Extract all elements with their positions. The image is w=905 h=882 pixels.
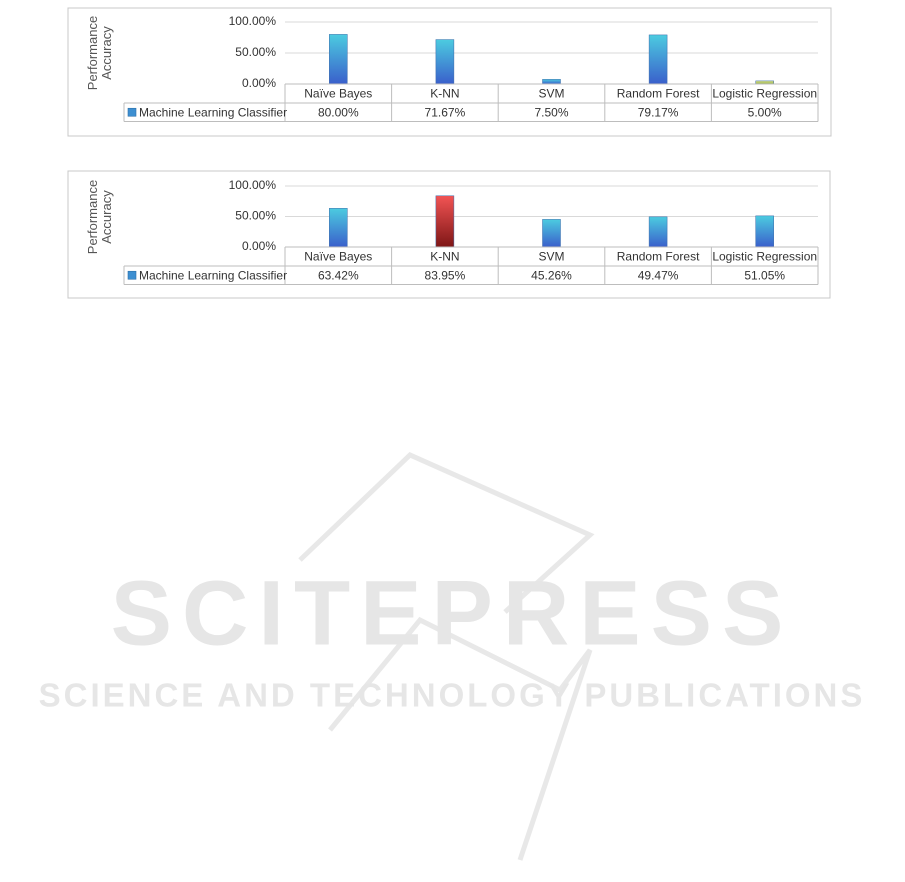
watermark-title: SCITEPRESS	[111, 562, 794, 664]
x-tick-label: Logistic Regression	[712, 86, 817, 100]
x-tick-label: SVM	[538, 86, 564, 100]
bar	[435, 39, 455, 85]
y-axis-label: Performance Accuracy	[85, 15, 114, 91]
y-tick-label: 50.00%	[235, 209, 276, 223]
watermark-subtitle: SCIENCE AND TECHNOLOGY PUBLICATIONS	[39, 677, 866, 714]
x-tick-label: SVM	[538, 249, 564, 263]
x-tick-label: K-NN	[430, 86, 459, 100]
x-tick-label: Random Forest	[617, 249, 700, 263]
value-label: 80.00%	[318, 105, 359, 119]
bar	[329, 208, 348, 248]
value-label: 71.67%	[425, 105, 466, 119]
watermark	[298, 452, 595, 861]
legend-swatch	[127, 107, 137, 117]
y-tick-label: 100.00%	[229, 14, 277, 28]
bar	[329, 34, 348, 85]
legend-swatch	[127, 270, 137, 280]
x-tick-label: Random Forest	[617, 86, 700, 100]
x-tick-label: K-NN	[430, 249, 459, 263]
value-label: 45.26%	[531, 268, 572, 282]
bar	[755, 215, 774, 248]
value-label: 63.42%	[318, 268, 359, 282]
legend-label: Machine Learning Classifier	[139, 105, 287, 119]
y-axis-label: Performance Accuracy	[85, 179, 114, 254]
value-label: 49.47%	[638, 268, 679, 282]
watermark-logo	[298, 452, 595, 861]
value-label: 51.05%	[744, 268, 785, 282]
legend-label: Machine Learning Classifier	[139, 268, 287, 282]
y-tick-label: 100.00%	[229, 178, 277, 192]
y-tick-label: 0.00%	[242, 239, 276, 253]
bar	[648, 216, 668, 248]
value-label: 7.50%	[534, 105, 568, 119]
bar	[648, 34, 668, 85]
y-tick-label: 50.00%	[235, 45, 276, 59]
x-tick-label: Logistic Regression	[712, 249, 817, 263]
bar	[435, 195, 455, 248]
x-tick-label: Naïve Bayes	[304, 249, 372, 263]
value-label: 5.00%	[748, 105, 782, 119]
x-tick-label: Naïve Bayes	[304, 86, 372, 100]
value-label: 83.95%	[425, 268, 466, 282]
bar	[542, 219, 561, 248]
bar	[542, 79, 561, 85]
value-label: 79.17%	[638, 105, 679, 119]
y-tick-label: 0.00%	[242, 76, 276, 90]
